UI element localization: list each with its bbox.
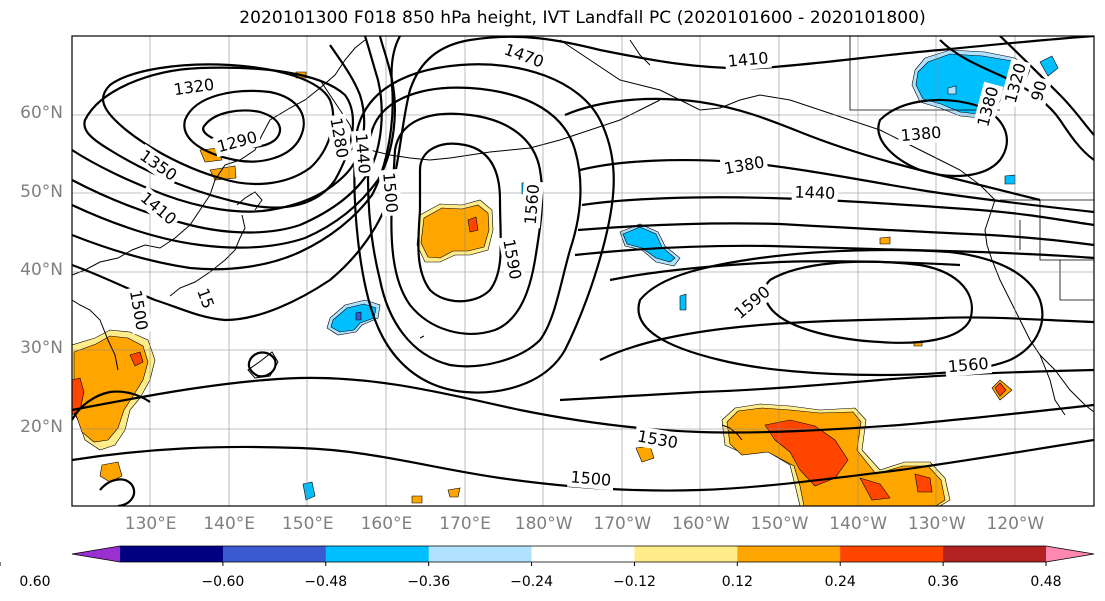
contour-label-text: 1500 bbox=[570, 467, 612, 489]
lon-label: 150°W bbox=[750, 514, 809, 534]
colorbar-cell bbox=[840, 546, 944, 562]
lat-label: 30°N bbox=[20, 338, 63, 359]
contour-label: 1440 bbox=[350, 129, 375, 178]
colorbar-cell bbox=[428, 546, 533, 562]
colorbar bbox=[0, 545, 1095, 566]
contour-label: 1560 bbox=[944, 353, 992, 377]
contour-label-text: 1410 bbox=[727, 48, 769, 70]
contour-label: 15 bbox=[191, 282, 220, 315]
colorbar-tick-label: 0.48 bbox=[1030, 574, 1062, 590]
contour-label: 1440 bbox=[791, 181, 839, 204]
lat-label: 20°N bbox=[20, 416, 63, 437]
lon-label: 140°W bbox=[829, 514, 888, 534]
lon-label: 160°W bbox=[672, 514, 730, 534]
map-title: 2020101300 F018 850 hPa height, IVT Land… bbox=[239, 8, 926, 28]
colorbar-cell bbox=[222, 546, 327, 562]
colorbar-tick-label: −0.60 bbox=[201, 574, 245, 590]
colorbar-outline bbox=[71, 545, 1095, 563]
height-contours bbox=[72, 36, 1094, 506]
lon-label: 120°W bbox=[986, 514, 1045, 534]
lon-label: 160°E bbox=[360, 514, 413, 534]
lat-label: 60°N bbox=[20, 103, 63, 124]
lat-label: 40°N bbox=[20, 260, 63, 280]
contour-label: 1500 bbox=[567, 466, 615, 491]
colorbar-cell bbox=[737, 546, 841, 562]
colorbar-tick-label: −0.48 bbox=[304, 574, 348, 590]
colorbar-tick-label: −0.24 bbox=[510, 574, 553, 590]
colorbar-tick-label: −0.36 bbox=[407, 574, 451, 590]
contour-label-text: 90 bbox=[1027, 79, 1051, 104]
contour-label-text: 1380 bbox=[900, 123, 942, 145]
lon-label: 140°E bbox=[203, 514, 256, 534]
colorbar-tick-label: −0.12 bbox=[612, 574, 656, 590]
colorbar-extend-low bbox=[72, 546, 120, 562]
colorbar-cell bbox=[943, 546, 1047, 562]
lon-label: 170°W bbox=[593, 514, 652, 534]
contour-label-text: 1440 bbox=[352, 132, 374, 174]
political-borders bbox=[849, 36, 1094, 301]
colorbar-tick-label: 0.36 bbox=[927, 574, 959, 590]
contour-label: 1560 bbox=[519, 180, 544, 229]
contour-label-text: 1560 bbox=[521, 183, 543, 225]
coastlines bbox=[72, 39, 1094, 441]
map-frame bbox=[71, 35, 1095, 507]
colorbar-cell bbox=[120, 546, 224, 562]
contour-label: 90 bbox=[1025, 75, 1052, 106]
contour-label-text: 1500 bbox=[379, 172, 401, 214]
contour-label: 1380 bbox=[719, 151, 769, 180]
contour-label: 1410 bbox=[724, 47, 772, 72]
colorbar-cell bbox=[325, 546, 430, 562]
contour-label-text: 1440 bbox=[794, 182, 835, 202]
lat-label: 50°N bbox=[20, 181, 63, 202]
contour-label-text: 1560 bbox=[947, 354, 989, 376]
lon-label: 180°W bbox=[514, 514, 573, 534]
lon-label: 130°W bbox=[907, 514, 966, 534]
colorbar-cell bbox=[531, 546, 635, 562]
colorbar-tick-label: 0.24 bbox=[824, 574, 856, 590]
lon-label: 150°E bbox=[281, 514, 334, 534]
colorbar-cell bbox=[634, 546, 738, 562]
contour-label: 1380 bbox=[897, 121, 945, 146]
contour-label: 1500 bbox=[378, 168, 403, 217]
colorbar-extend-high bbox=[1046, 546, 1094, 562]
lon-label: 130°E bbox=[124, 514, 177, 534]
colorbar-tick-label: 0.60 bbox=[19, 574, 51, 590]
lon-label: 170°E bbox=[439, 514, 491, 534]
colorbar-tick-label: 0.12 bbox=[721, 574, 753, 590]
